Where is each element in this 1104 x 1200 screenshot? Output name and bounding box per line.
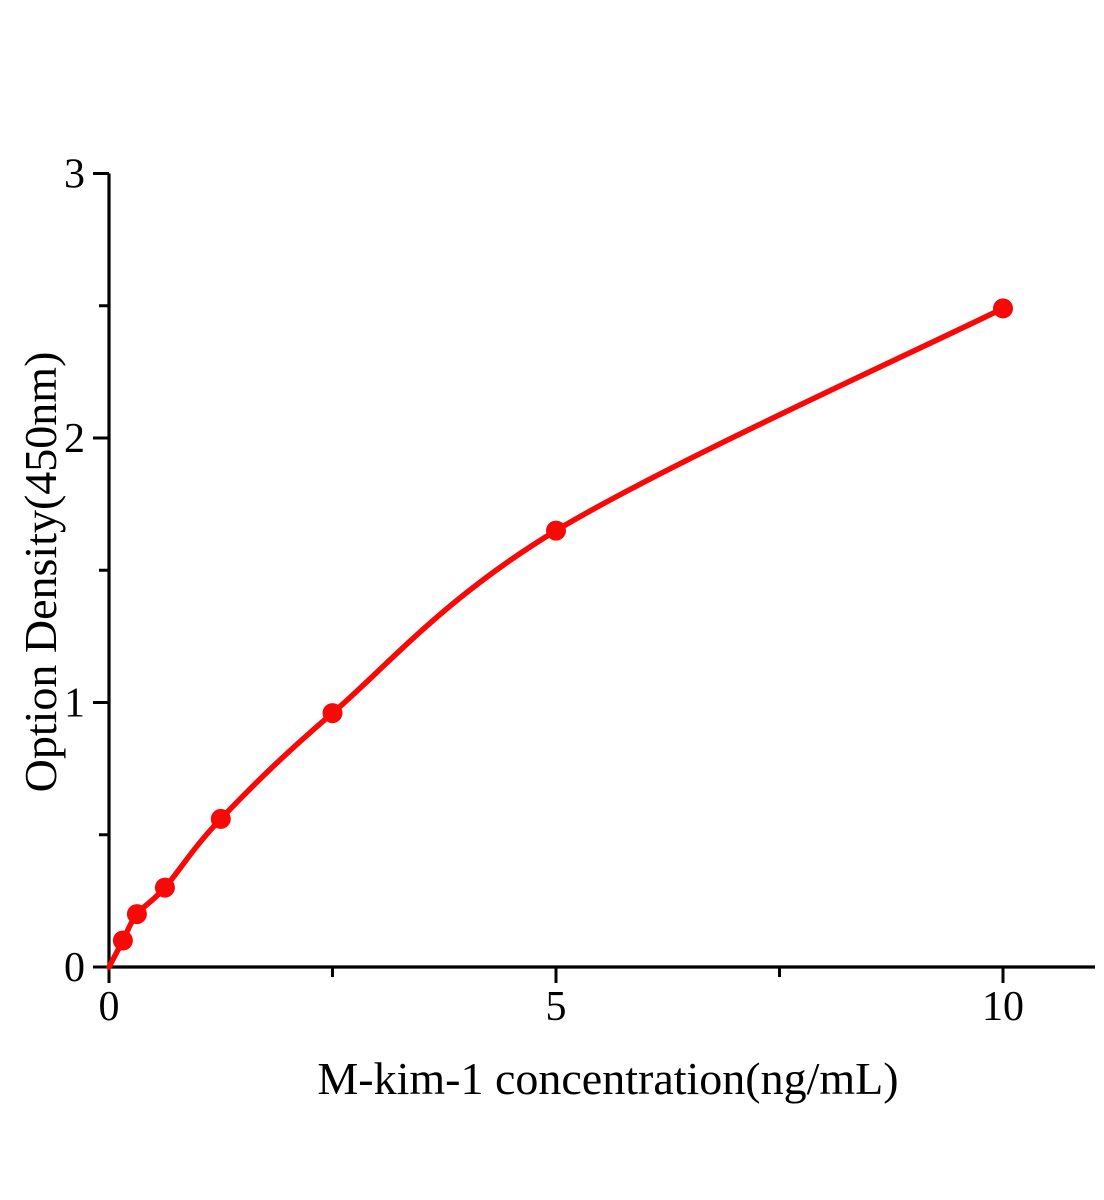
- standard-curve-line: [106, 305, 1006, 970]
- data-point-marker: [322, 703, 343, 724]
- data-point-marker: [546, 520, 566, 541]
- plot-area: 0 5 10 0 1 2 3: [64, 152, 1095, 1030]
- data-point-marker: [993, 298, 1013, 319]
- y-tick-label: 0: [64, 945, 85, 991]
- data-point-marker: [126, 904, 147, 925]
- x-tick-label: 5: [546, 984, 567, 1030]
- data-point-marker: [112, 930, 133, 951]
- x-tick-label: 0: [99, 984, 120, 1030]
- data-point-marker: [154, 877, 175, 898]
- y-tick-label: 3: [64, 152, 85, 198]
- x-tick-label: 10: [982, 984, 1024, 1030]
- x-axis-title: M-kim-1 concentration(ng/mL): [317, 1053, 898, 1104]
- y-axis-title: Option Density(450nm): [15, 352, 66, 793]
- y-tick-label: 1: [64, 681, 85, 727]
- data-point-marker: [210, 808, 231, 829]
- y-tick-label: 2: [64, 416, 85, 462]
